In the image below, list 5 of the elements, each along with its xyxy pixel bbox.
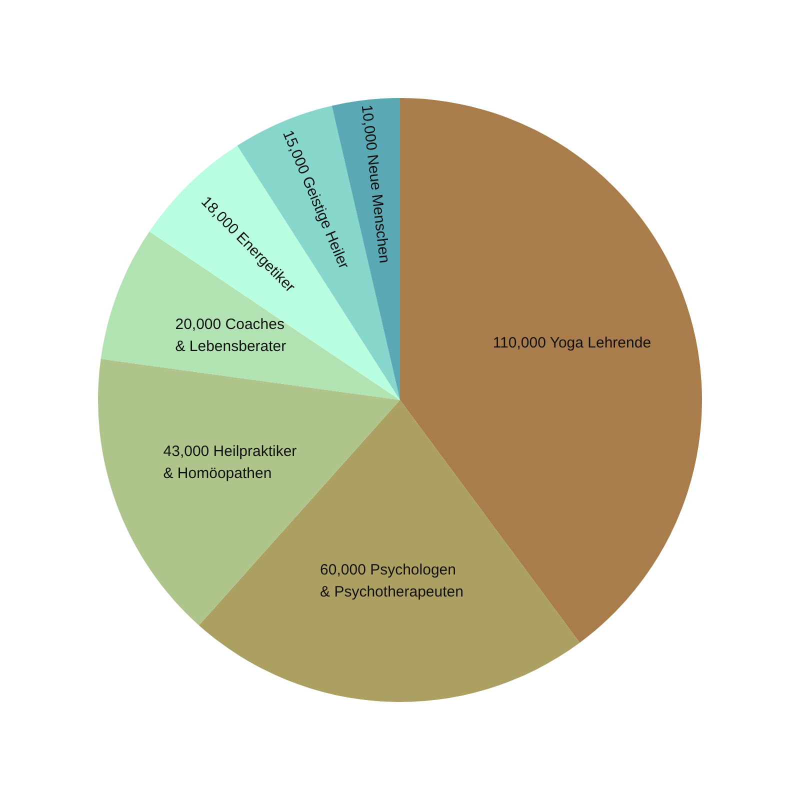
slice-label: 20,000 Coaches & Lebensberater — [175, 316, 286, 355]
slice-label: 110,000 Yoga Lehrende — [492, 334, 652, 352]
slice-label: 10,000 Neue Menschen — [358, 104, 393, 264]
slice-label: 43,000 Heilpraktiker & Homöopathen — [163, 443, 297, 482]
slice-label: 60,000 Psychologen & Psychotherapeuten — [320, 562, 464, 601]
